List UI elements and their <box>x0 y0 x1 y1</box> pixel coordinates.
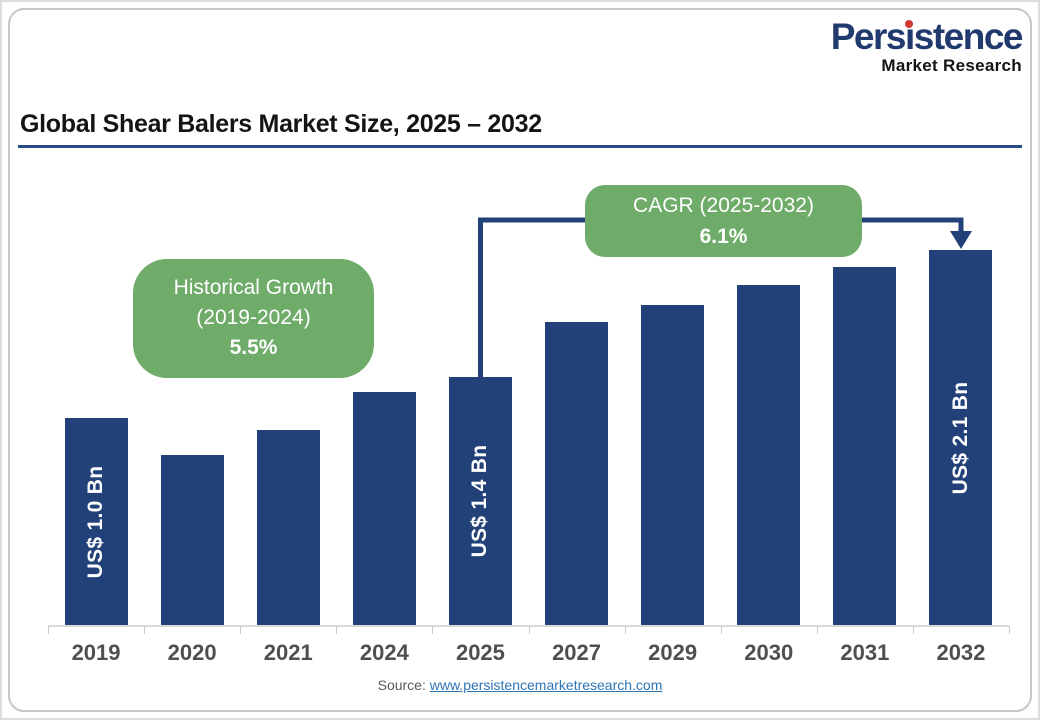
historical-growth-line2: (2019-2024) <box>196 306 311 329</box>
axis-tick <box>144 626 146 634</box>
axis-tick <box>240 626 242 634</box>
source-row: Source: www.persistencemarketresearch.co… <box>2 677 1038 693</box>
bar-2029 <box>641 305 705 625</box>
axis-tick <box>432 626 434 634</box>
x-axis-label-2025: 2025 <box>455 640 505 665</box>
axis-tick <box>48 626 49 634</box>
bar-2027 <box>545 322 609 625</box>
x-axis-label-2019: 2019 <box>71 640 121 665</box>
x-axis-label-2027: 2027 <box>552 640 602 665</box>
cagr-value: 6.1% <box>699 225 748 248</box>
axis-tick <box>720 626 722 634</box>
bar-2024 <box>352 392 416 625</box>
bar-value-label-2019: US$ 1.0 Bn <box>84 465 108 578</box>
axis-tick <box>528 626 530 634</box>
bar-2032: US$ 2.1 Bn <box>929 250 993 625</box>
logo-brand-post: stence <box>913 16 1024 57</box>
x-axis-label-2031: 2031 <box>840 640 890 665</box>
bar-value-label-2032: US$ 2.1 Bn <box>948 381 972 494</box>
axis-tick <box>624 626 626 634</box>
bar-2025: US$ 1.4 Bn <box>448 377 512 625</box>
axis-tick <box>336 626 338 634</box>
logo-brand-pre: Pers <box>830 16 907 57</box>
logo-brand: Persistence <box>830 16 1024 57</box>
bar-value-label-2025: US$ 1.4 Bn <box>468 444 492 558</box>
x-axis-label-2024: 2024 <box>359 640 409 665</box>
historical-growth-callout: Historical Growth (2019-2024) 5.5% <box>133 259 374 378</box>
axis-tick <box>816 626 818 634</box>
cagr-callout: CAGR (2025-2032) 6.1% <box>585 185 862 257</box>
bar-2019: US$ 1.0 Bn <box>64 418 128 625</box>
page-title: Global Shear Balers Market Size, 2025 – … <box>20 110 542 138</box>
bar-2021 <box>256 430 320 625</box>
historical-growth-value: 5.5% <box>229 336 278 359</box>
axis-tick <box>912 626 914 634</box>
title-underline <box>18 145 1022 148</box>
logo-subtitle: Market Research <box>881 56 1022 75</box>
axis-tick <box>1009 626 1010 634</box>
historical-growth-line1: Historical Growth <box>173 276 334 299</box>
bar-2020 <box>160 455 224 625</box>
source-link[interactable]: www.persistencemarketresearch.com <box>429 677 663 693</box>
logo-brand-i-red-dot: i <box>904 16 915 57</box>
bar-2031 <box>833 267 897 625</box>
x-axis-label-2030: 2030 <box>744 640 794 665</box>
x-axis-label-2021: 2021 <box>263 640 313 665</box>
source-label: Source: <box>377 677 426 693</box>
logo: Persistence Market Research <box>830 16 1024 76</box>
x-axis-label-2020: 2020 <box>167 640 217 665</box>
cagr-line1: CAGR (2025-2032) <box>633 194 814 217</box>
bar-2030 <box>737 285 801 625</box>
x-axis-label-2029: 2029 <box>648 640 698 665</box>
x-axis-label-2032: 2032 <box>936 640 986 665</box>
